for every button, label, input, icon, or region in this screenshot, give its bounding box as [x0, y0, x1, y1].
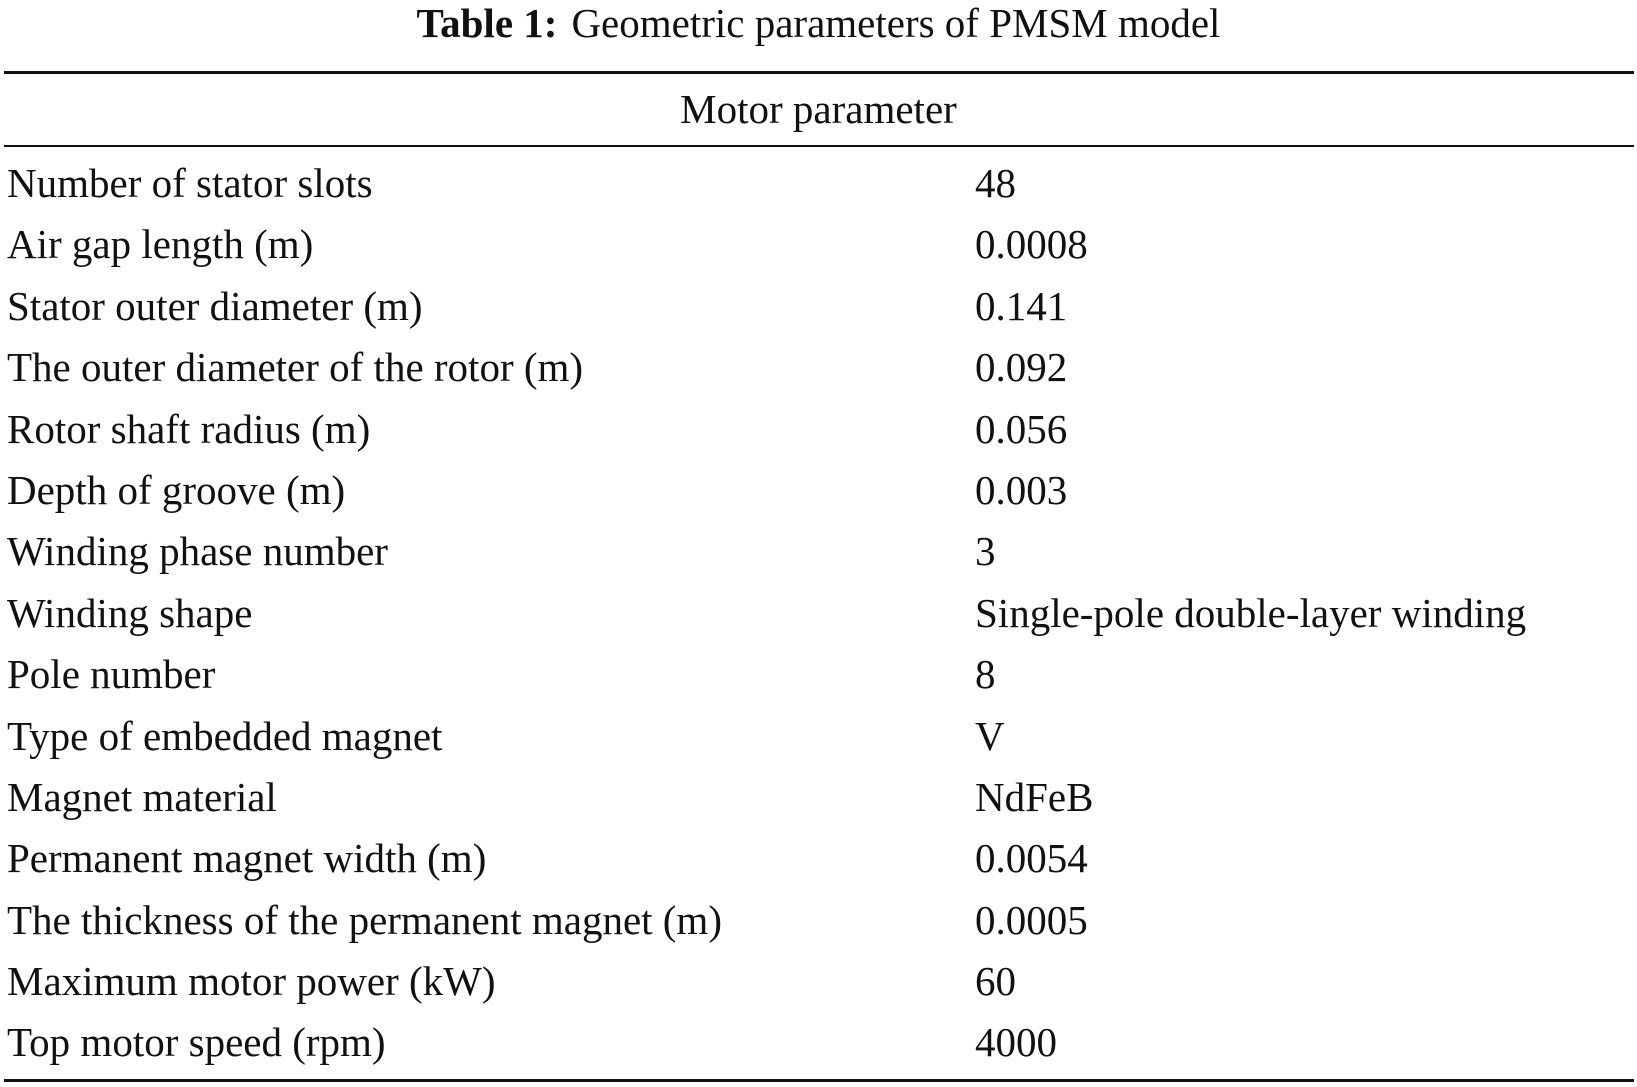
table-row: Number of stator slots 48 — [0, 160, 1637, 221]
parameter-value: 8 — [975, 651, 996, 698]
table-row: Winding shape Single-pole double-layer wi… — [0, 590, 1637, 651]
top-rule — [4, 71, 1634, 74]
parameter-value: 0.0005 — [975, 896, 1088, 943]
header-rule — [4, 145, 1634, 147]
table-row: Winding phase number 3 — [0, 528, 1637, 589]
parameter-value: 60 — [975, 958, 1016, 1005]
table-body: Number of stator slots 48 Air gap length (… — [0, 160, 1637, 1081]
parameter-value: NdFeB — [975, 773, 1094, 820]
caption-title: Geometric parameters of PMSM model — [571, 0, 1221, 46]
parameter-value: V — [975, 712, 1005, 759]
table-row: Magnet material NdFeB — [0, 774, 1637, 835]
table-row: Pole number 8 — [0, 651, 1637, 712]
parameter-value: 4000 — [975, 1019, 1057, 1066]
table-row: The thickness of the permanent magnet (m… — [0, 897, 1637, 958]
table-row: Air gap length (m) 0.0008 — [0, 221, 1637, 282]
table-row: Depth of groove (m) 0.003 — [0, 467, 1637, 528]
table-row: Type of embedded magnet V — [0, 713, 1637, 774]
parameter-name: Winding phase number — [7, 528, 388, 575]
parameter-name: Permanent magnet width (m) — [7, 835, 487, 882]
parameter-value: 0.141 — [975, 282, 1068, 329]
parameter-name: Stator outer diameter (m) — [7, 282, 423, 329]
parameter-value: 3 — [975, 528, 996, 575]
parameter-value: 0.003 — [975, 466, 1068, 513]
table-row: Maximum motor power (kW) 60 — [0, 958, 1637, 1019]
parameter-value: 48 — [975, 160, 1016, 206]
parameter-name: Depth of groove (m) — [7, 466, 346, 513]
parameter-value: 0.092 — [975, 344, 1068, 391]
parameter-value: Single-pole double-layer winding — [975, 589, 1527, 636]
table-row: The outer diameter of the rotor (m) 0.092 — [0, 344, 1637, 405]
parameter-name: Air gap length (m) — [7, 221, 314, 268]
parameter-name: Winding shape — [7, 589, 253, 636]
parameter-value: 0.056 — [975, 405, 1068, 452]
parameter-name: Pole number — [7, 651, 216, 698]
caption-label: Table 1: — [416, 0, 558, 46]
table-row: Permanent magnet width (m) 0.0054 — [0, 835, 1637, 896]
parameter-name: The outer diameter of the rotor (m) — [7, 344, 584, 391]
parameter-name: Rotor shaft radius (m) — [7, 405, 371, 452]
parameter-name: The thickness of the permanent magnet (m… — [7, 896, 722, 943]
parameter-name: Type of embedded magnet — [7, 712, 443, 759]
parameter-name: Top motor speed (rpm) — [7, 1019, 386, 1066]
table-header: Motor parameter — [680, 86, 957, 132]
table-caption: Table 1: Geometric parameters of PMSM mod… — [0, 0, 1637, 46]
parameter-value: 0.0008 — [975, 221, 1088, 268]
table-row: Rotor shaft radius (m) 0.056 — [0, 406, 1637, 467]
parameter-name: Maximum motor power (kW) — [7, 958, 496, 1005]
parameter-value: 0.0054 — [975, 835, 1088, 882]
table-row: Top motor speed (rpm) 4000 — [0, 1019, 1637, 1080]
table-row: Stator outer diameter (m) 0.141 — [0, 283, 1637, 344]
parameter-name: Number of stator slots — [7, 160, 373, 206]
bottom-rule — [4, 1079, 1634, 1082]
parameter-name: Magnet material — [7, 773, 277, 820]
